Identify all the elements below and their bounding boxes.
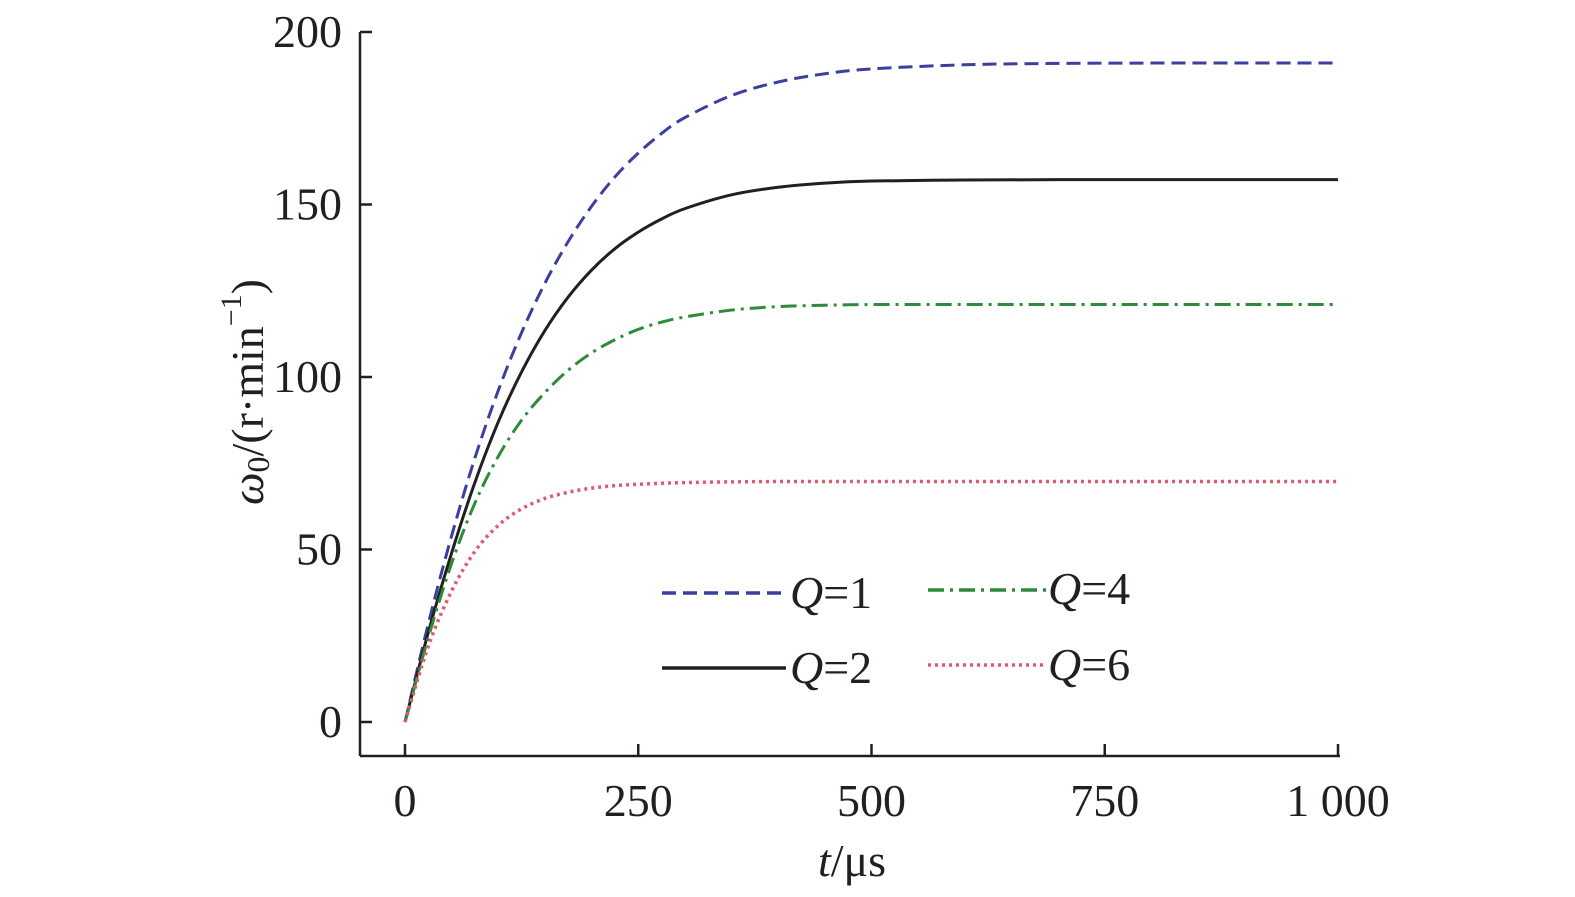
y-tick-label: 100	[273, 351, 342, 402]
x-tick-label: 250	[604, 775, 673, 826]
legend-symbol-q2: Q	[790, 642, 823, 693]
x-axis-symbol: t	[818, 835, 832, 886]
y-axis-subscript: 0	[240, 457, 276, 473]
series-line-q4	[403, 303, 1338, 723]
legend-value-q6: =6	[1081, 639, 1130, 690]
legend-label-q2: Q=2	[790, 642, 872, 693]
x-ticks: 0 250 500 750 1 000	[394, 744, 1390, 826]
legend-value-q4: =4	[1081, 563, 1130, 614]
legend-label-q6: Q=6	[1048, 639, 1130, 690]
x-axis-label: t/μs	[818, 835, 886, 886]
x-tick-label: 0	[394, 775, 417, 826]
y-tick-label: 150	[273, 179, 342, 230]
x-tick-label: 1 000	[1286, 775, 1390, 826]
x-tick-label: 500	[837, 775, 906, 826]
series-line-q1	[403, 61, 1338, 723]
legend-value-q2: =2	[823, 642, 872, 693]
y-tick-label: 50	[296, 524, 342, 575]
y-tick-label: 200	[273, 6, 342, 57]
legend-symbol-q4: Q	[1048, 563, 1081, 614]
x-axis-unit: /μs	[831, 835, 886, 886]
legend-label-q1: Q=1	[790, 567, 872, 618]
y-axis-unit-end: )	[222, 279, 273, 294]
legend-symbol-q1: Q	[790, 567, 823, 618]
legend-symbol-q6: Q	[1048, 639, 1081, 690]
y-axis-unit-start: /(r·min	[222, 326, 273, 456]
legend-label-q4: Q=4	[1048, 563, 1130, 614]
series-line-q2	[403, 178, 1338, 723]
series-layer	[403, 61, 1338, 723]
y-axis-symbol: ω	[222, 473, 273, 505]
x-tick-label: 750	[1070, 775, 1139, 826]
y-axis-label: ω0/(r·min−1)	[215, 279, 276, 505]
legend: Q=1 Q=4 Q=2 Q=6	[662, 563, 1130, 693]
svg-text:ω0/(r·min−1): ω0/(r·min−1)	[215, 279, 276, 505]
y-ticks: 0 50 100 150 200	[273, 6, 372, 747]
y-axis-superscript: −1	[215, 294, 248, 326]
y-tick-label: 0	[319, 696, 342, 747]
legend-value-q1: =1	[823, 567, 872, 618]
series-line-q6	[403, 479, 1338, 723]
